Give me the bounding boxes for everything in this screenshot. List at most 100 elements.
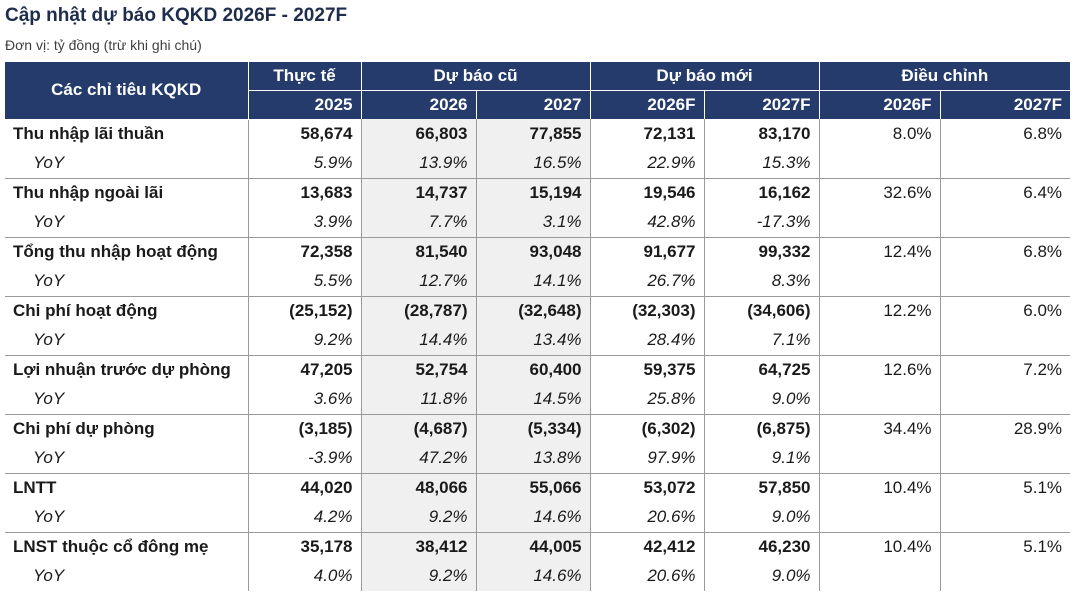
- value-cell: 35,178: [248, 532, 362, 562]
- adjustment-cell: 8.0%: [819, 119, 941, 149]
- yoy-cell: 20.6%: [590, 561, 705, 591]
- header-group-new-forecast: Dự báo mới: [590, 62, 820, 91]
- row-label: LNST thuộc cổ đông mẹ: [5, 532, 249, 562]
- adjustment-cell: 6.8%: [1023, 123, 1063, 143]
- table-row: Tổng thu nhập hoạt động 72,358 81,540 93,04…: [5, 237, 1070, 267]
- yoy-cell: 4.2%: [248, 502, 362, 533]
- yoy-row: YoY 4.2% 9.2% 14.6% 20.6% 9.0%: [5, 502, 1071, 533]
- value-cell: 59,375: [590, 355, 705, 385]
- table-row: Thu nhập lãi thuần 58,674 66,803 77,855 72,1…: [5, 119, 1070, 149]
- adjustment-cell: 34.4%: [819, 414, 941, 444]
- value-cell: 16,162: [704, 178, 820, 208]
- adjustment-cell: 10.4%: [819, 532, 941, 562]
- value-cell: (34,606): [704, 296, 820, 326]
- value-cell: (5,334): [476, 414, 591, 444]
- yoy-cell: 20.6%: [590, 502, 705, 533]
- value-cell: 77,855: [476, 119, 591, 149]
- yoy-cell: 14.6%: [476, 502, 591, 533]
- yoy-cell: 22.9%: [590, 148, 705, 179]
- adjustment-cell: 7.2%: [1023, 360, 1063, 379]
- adjustment-cell: 10.4%: [819, 473, 941, 503]
- value-cell: 91,677: [590, 237, 705, 267]
- value-cell: (25,152): [248, 296, 362, 326]
- yoy-cell: [940, 562, 1070, 591]
- header-year: 2026: [361, 90, 477, 119]
- yoy-label: YoY: [5, 561, 249, 591]
- yoy-cell: 28.4%: [590, 325, 705, 356]
- yoy-cell: [940, 148, 1071, 179]
- yoy-row: YoY 4.0% 9.2% 14.6% 20.6% 9.0%: [5, 561, 1070, 591]
- yoy-row: YoY 3.9% 7.7% 3.1% 42.8% -17.3%: [5, 207, 1071, 238]
- header-year: 2025: [248, 90, 362, 119]
- value-cell: (3,185): [248, 414, 362, 444]
- yoy-row: YoY 9.2% 14.4% 13.4% 28.4% 7.1%: [5, 325, 1071, 356]
- header-group-old-forecast: Dự báo cũ: [361, 62, 591, 91]
- yoy-cell: 3.6%: [248, 384, 362, 415]
- row-label: Thu nhập ngoài lãi: [5, 178, 249, 208]
- value-cell: 44,005: [476, 532, 591, 562]
- yoy-cell: 9.2%: [361, 502, 477, 533]
- yoy-cell: 42.8%: [590, 207, 705, 238]
- yoy-cell: -17.3%: [704, 207, 820, 238]
- value-cell: 15,194: [476, 178, 591, 208]
- adjustment-cell: 5.1%: [1023, 537, 1063, 556]
- yoy-cell: 14.4%: [361, 325, 477, 356]
- value-cell: 14,737: [361, 178, 477, 208]
- yoy-cell: 11.8%: [361, 384, 477, 415]
- header-year: 2027F: [940, 90, 1071, 119]
- yoy-label: YoY: [5, 148, 249, 179]
- value-cell: 44,020: [248, 473, 362, 503]
- adjustment-cell: 32.6%: [819, 178, 941, 208]
- yoy-cell: 5.5%: [248, 266, 362, 297]
- row-label: Chi phí hoạt động: [5, 296, 249, 326]
- yoy-cell: 47.2%: [361, 443, 477, 474]
- value-cell: (32,303): [590, 296, 705, 326]
- adjustment-cell: 12.2%: [819, 296, 941, 326]
- header-year: 2027: [476, 90, 591, 119]
- yoy-label: YoY: [5, 443, 249, 474]
- value-cell: 19,546: [590, 178, 705, 208]
- value-cell: 38,412: [361, 532, 477, 562]
- yoy-cell: [819, 561, 941, 591]
- yoy-cell: [819, 207, 941, 238]
- yoy-cell: [940, 384, 1071, 415]
- yoy-label: YoY: [5, 266, 249, 297]
- row-label: Chi phí dự phòng: [5, 414, 249, 444]
- yoy-cell: 13.4%: [476, 325, 591, 356]
- adjustment-cell: 28.9%: [1013, 419, 1063, 438]
- yoy-cell: [819, 384, 941, 415]
- row-label: Lợi nhuận trước dự phòng: [5, 355, 249, 385]
- yoy-cell: 14.1%: [476, 266, 591, 297]
- header-year: 2026F: [590, 90, 705, 119]
- value-cell: 53,072: [590, 473, 705, 503]
- yoy-cell: [940, 325, 1071, 356]
- page-title: Cập nhật dự báo KQKD 2026F - 2027F: [5, 5, 348, 26]
- value-cell: 48,066: [361, 473, 477, 503]
- table-row: Chi phí dự phòng (3,185) (4,687) (5,334) (6,…: [5, 414, 1070, 444]
- table-row: Lợi nhuận trước dự phòng 47,205 52,754 60,4…: [5, 355, 1070, 385]
- value-cell: 57,850: [704, 473, 820, 503]
- value-cell: 93,048: [476, 237, 591, 267]
- value-cell: 72,131: [590, 119, 705, 149]
- yoy-cell: [819, 502, 941, 533]
- yoy-cell: 12.7%: [361, 266, 477, 297]
- unit-note: Đơn vị: tỷ đồng (trừ khi ghi chú): [5, 37, 202, 53]
- yoy-cell: 25.8%: [590, 384, 705, 415]
- value-cell: 46,230: [704, 532, 820, 562]
- table-row: LNTT 44,020 48,066 55,066 53,072 57,850 10.4% 5…: [5, 473, 1070, 503]
- yoy-cell: 3.9%: [248, 207, 362, 238]
- adjustment-cell: 12.6%: [819, 355, 941, 385]
- yoy-cell: 97.9%: [590, 443, 705, 474]
- value-cell: 60,400: [476, 355, 591, 385]
- value-cell: 55,066: [476, 473, 591, 503]
- yoy-row: YoY 3.6% 11.8% 14.5% 25.8% 9.0%: [5, 384, 1071, 415]
- header-year: 2026F: [819, 90, 941, 119]
- yoy-cell: [940, 266, 1071, 297]
- value-cell: 58,674: [248, 119, 362, 149]
- adjustment-cell: 5.1%: [1023, 478, 1063, 497]
- value-cell: 64,725: [704, 355, 820, 385]
- header-metric-label: Các chỉ tiêu KQKD: [5, 62, 249, 120]
- table-row: Thu nhập ngoài lãi 13,683 14,737 15,194 19,5…: [5, 178, 1070, 208]
- header-group-adjustment: Điều chỉnh: [819, 62, 1071, 91]
- row-label: Thu nhập lãi thuần: [5, 119, 249, 149]
